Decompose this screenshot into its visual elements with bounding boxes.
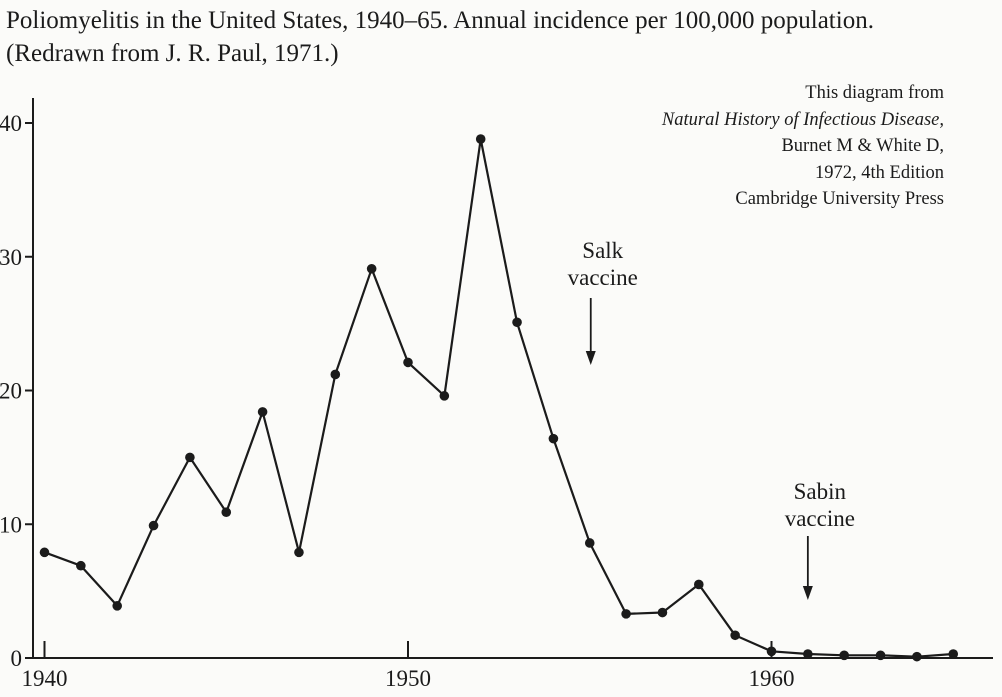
data-point — [221, 507, 232, 518]
figure-caption: Poliomyelitis in the United States, 1940… — [6, 7, 874, 67]
data-point — [584, 538, 595, 548]
data-point — [875, 650, 886, 661]
data-point — [766, 646, 777, 657]
data-point — [730, 630, 740, 641]
y-tick-label: 10 — [0, 512, 22, 537]
annotation-label: Salk — [582, 238, 623, 263]
data-point — [621, 609, 631, 619]
data-point — [366, 263, 377, 274]
data-point — [330, 369, 341, 380]
data-point — [148, 520, 159, 531]
y-tick-label: 20 — [0, 379, 22, 404]
data-point — [475, 134, 486, 144]
annotation-label: Sabin — [794, 479, 847, 504]
source-credit: This diagram from Natural History of Inf… — [662, 80, 944, 213]
annotation-label: vaccine — [785, 506, 855, 531]
y-tick-label: 30 — [0, 245, 22, 270]
x-tick-label: 1950 — [385, 666, 431, 691]
chart-axes — [32, 98, 993, 659]
data-point — [112, 601, 122, 611]
incidence-line — [44, 138, 954, 658]
chart-series — [39, 134, 959, 662]
credit-authors: Burnet M & White D, — [781, 136, 944, 156]
credit-line-1: This diagram from — [805, 83, 944, 103]
data-point — [185, 452, 195, 463]
x-tick-label: 1940 — [22, 666, 68, 691]
y-tick-label: 0 — [11, 646, 23, 671]
data-point — [948, 649, 959, 659]
annotation-arrow-head — [802, 586, 813, 600]
credit-edition: 1972, 4th Edition — [815, 162, 944, 183]
chart-ticks: 0 10 20 30 40 1940 1950 1960 — [0, 111, 795, 691]
data-point — [512, 317, 522, 328]
data-point — [439, 391, 450, 401]
annotation-arrow-head — [585, 351, 596, 365]
data-point — [839, 650, 849, 661]
credit-publisher: Cambridge University Press — [735, 189, 944, 209]
data-point — [403, 357, 413, 368]
data-point — [39, 547, 50, 558]
credit-book-title: Natural History of Infectious Disease, — [661, 109, 944, 130]
data-point — [294, 547, 304, 558]
data-point — [257, 407, 268, 417]
data-point — [657, 607, 668, 618]
annotation-label: vaccine — [568, 265, 638, 290]
data-point — [548, 433, 559, 444]
y-tick-label: 40 — [0, 111, 22, 136]
data-point — [912, 651, 922, 662]
data-point — [803, 649, 813, 659]
data-point — [694, 579, 704, 590]
data-point — [76, 560, 86, 571]
x-tick-label: 1960 — [749, 666, 795, 691]
